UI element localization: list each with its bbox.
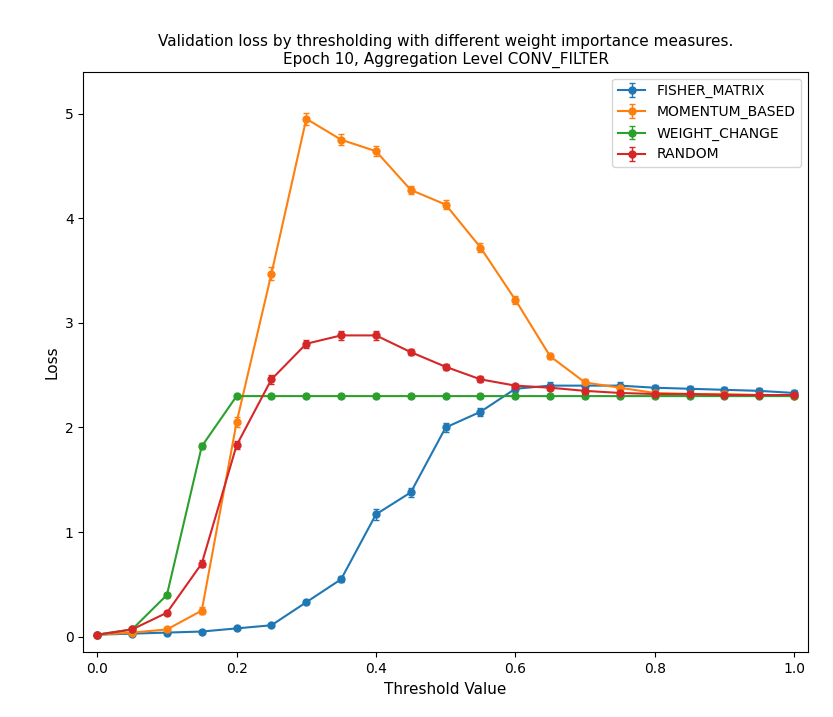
Title: Validation loss by thresholding with different weight importance measures.
Epoch: Validation loss by thresholding with dif… bbox=[158, 34, 733, 67]
X-axis label: Threshold Value: Threshold Value bbox=[385, 682, 506, 697]
Legend: FISHER_MATRIX, MOMENTUM_BASED, WEIGHT_CHANGE, RANDOM: FISHER_MATRIX, MOMENTUM_BASED, WEIGHT_CH… bbox=[612, 79, 801, 167]
Y-axis label: Loss: Loss bbox=[44, 346, 59, 379]
